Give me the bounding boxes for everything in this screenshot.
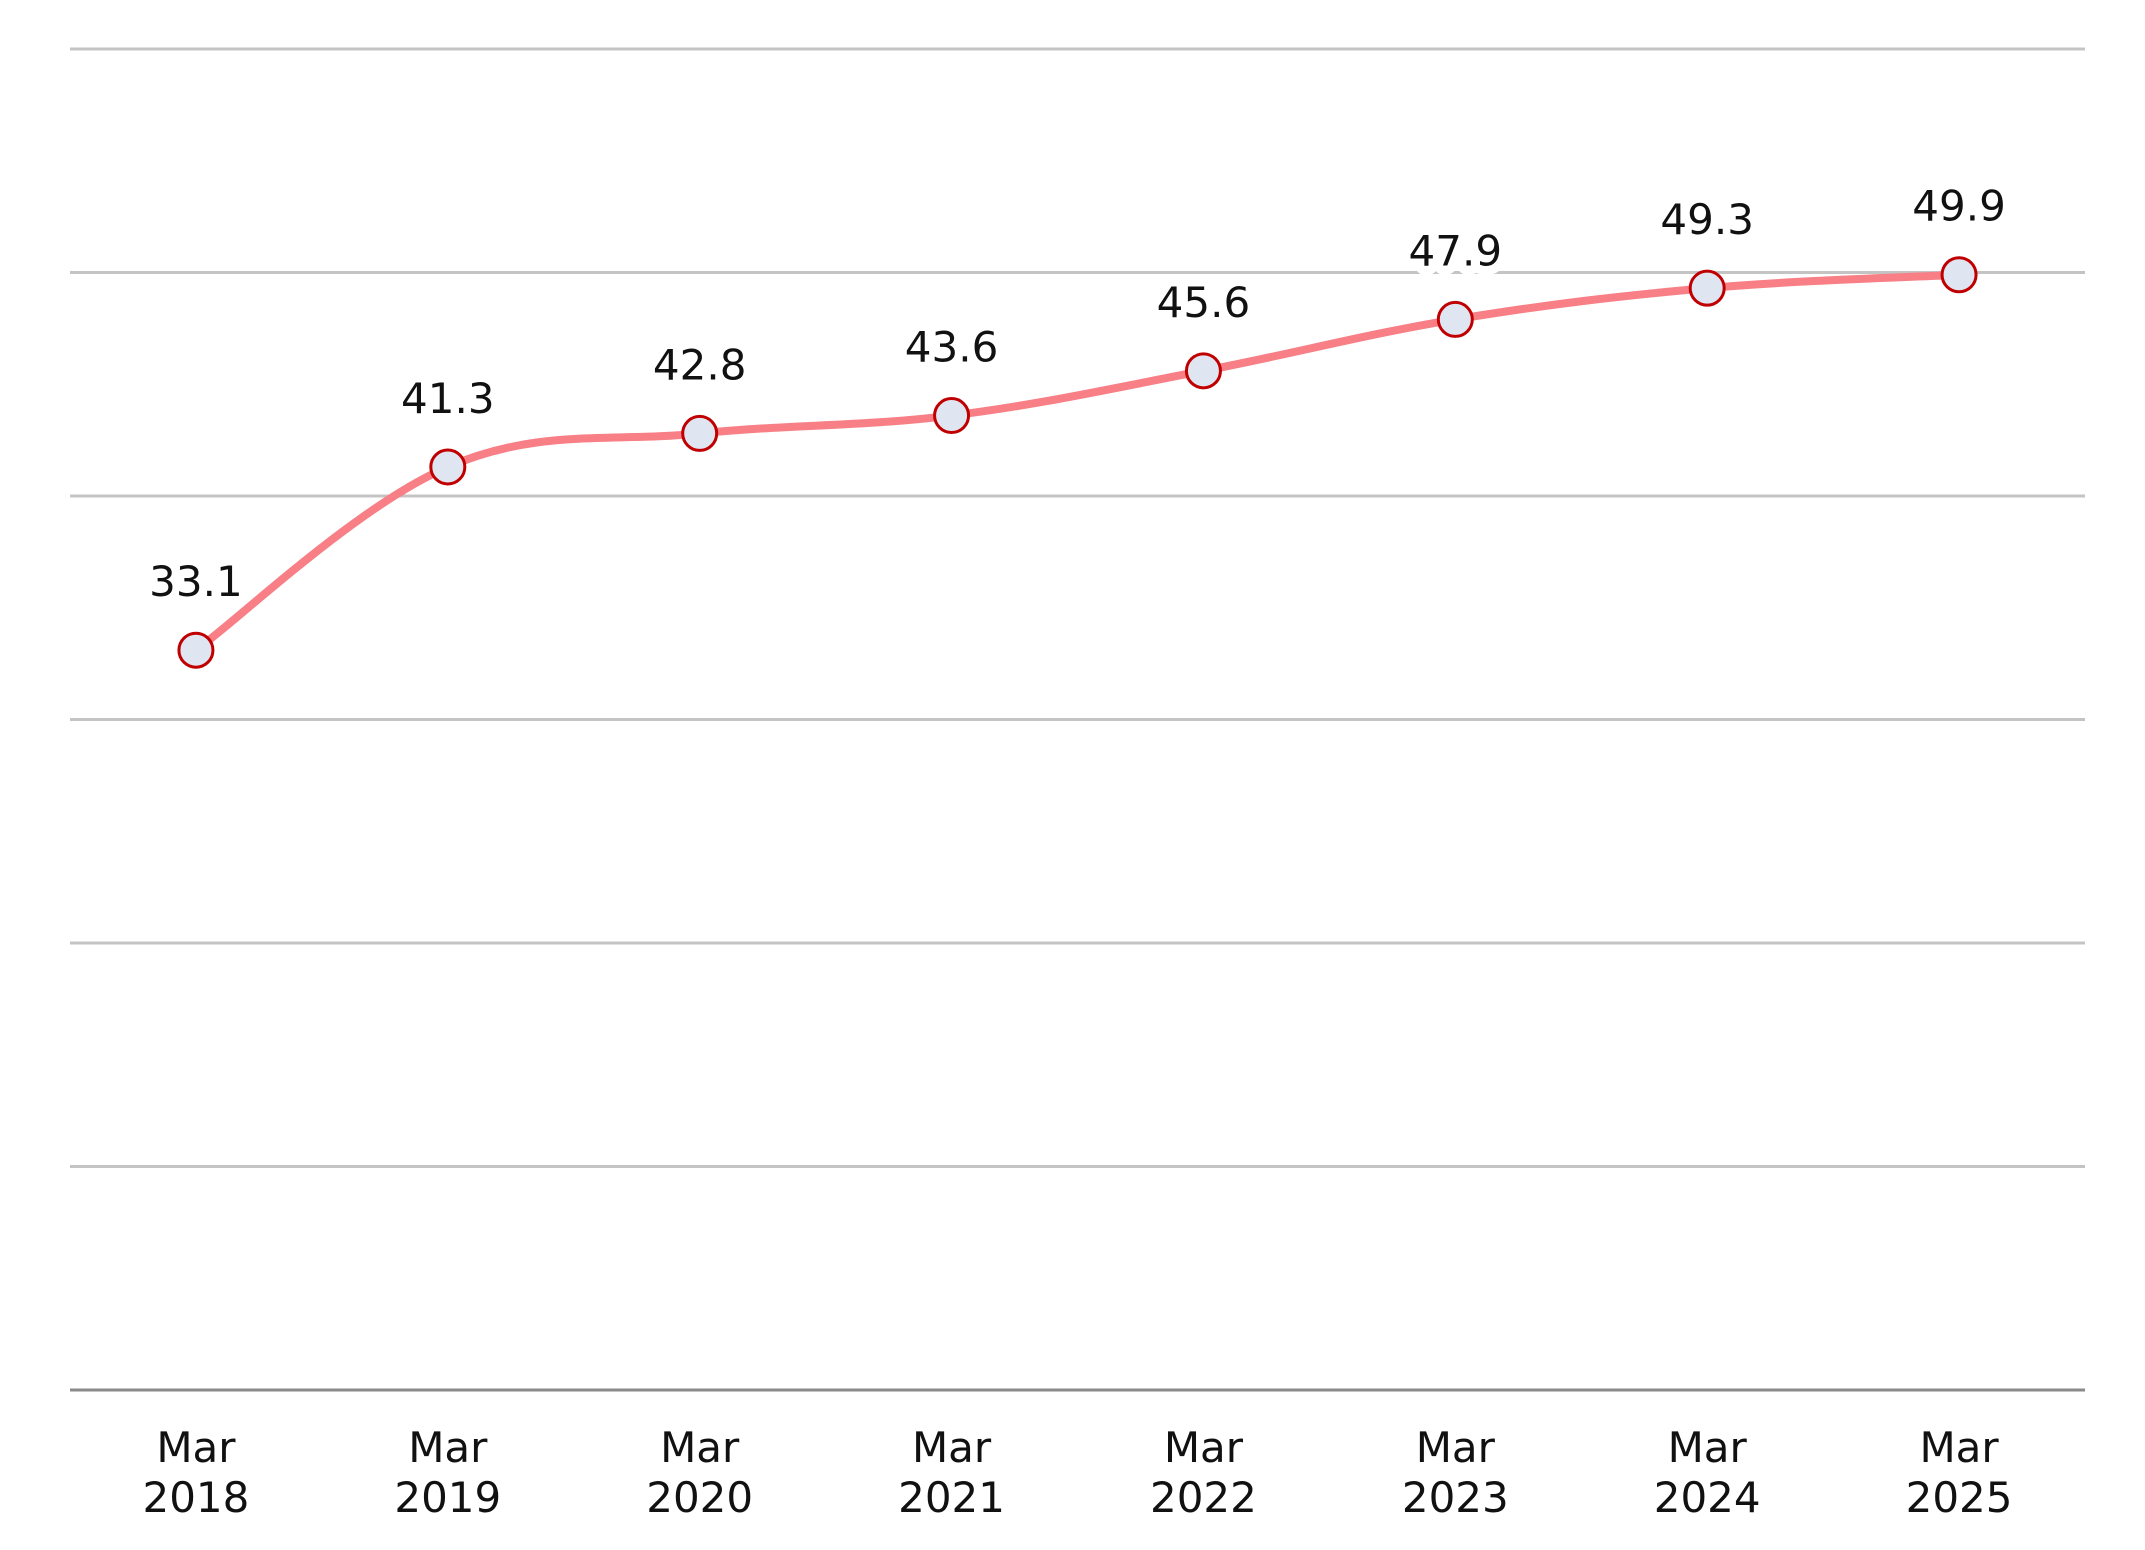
x-tick-year: 2022 (1150, 1473, 1257, 1522)
data-label: 47.9 (1409, 226, 1503, 275)
x-tick-month: Mar (660, 1423, 740, 1472)
x-tick-year: 2019 (394, 1473, 501, 1522)
x-tick-year: 2025 (1906, 1473, 2013, 1522)
x-tick-label: Mar 2018 (142, 1423, 249, 1522)
data-label: 33.1 (149, 557, 243, 606)
x-tick-month: Mar (1668, 1423, 1748, 1472)
x-tick-label: Mar 2020 (646, 1423, 753, 1522)
x-tick-label: Mar 2019 (394, 1423, 501, 1522)
x-tick-year: 2024 (1654, 1473, 1761, 1522)
x-tick-month: Mar (1164, 1423, 1244, 1472)
x-tick-month: Mar (1919, 1423, 1999, 1472)
data-point (933, 397, 971, 435)
data-markers (177, 256, 1978, 669)
x-tick-year: 2023 (1402, 1473, 1509, 1522)
x-tick-label: Mar 2021 (898, 1423, 1005, 1522)
x-tick-year: 2020 (646, 1473, 753, 1522)
data-label: 49.3 (1660, 195, 1754, 244)
data-point (1184, 352, 1222, 390)
x-tick-month: Mar (1416, 1423, 1496, 1472)
x-tick-label: Mar 2022 (1150, 1423, 1257, 1522)
data-point (1436, 300, 1474, 338)
data-point (1688, 269, 1726, 307)
data-point (177, 631, 215, 669)
x-tick-month: Mar (408, 1423, 488, 1472)
x-tick-label: Mar 2025 (1906, 1423, 2013, 1522)
x-tick-month: Mar (156, 1423, 236, 1472)
x-tick-label: Mar 2023 (1402, 1423, 1509, 1522)
data-label: 42.8 (653, 340, 747, 389)
x-tick-month: Mar (912, 1423, 992, 1472)
x-tick-label: Mar 2024 (1654, 1423, 1761, 1522)
data-point (429, 448, 467, 486)
data-labels: 33.1 41.3 42.8 43.6 45.6 47.9 49.3 49.9 (140, 173, 2015, 615)
gridlines (70, 47, 2085, 1168)
data-point (1940, 256, 1978, 294)
data-label: 43.6 (905, 323, 999, 372)
data-label: 49.9 (1912, 182, 2006, 231)
data-label: 41.3 (401, 374, 495, 423)
data-label: 45.6 (1157, 278, 1251, 327)
x-tick-year: 2018 (142, 1473, 249, 1522)
x-tick-year: 2021 (898, 1473, 1005, 1522)
data-point (681, 414, 719, 452)
